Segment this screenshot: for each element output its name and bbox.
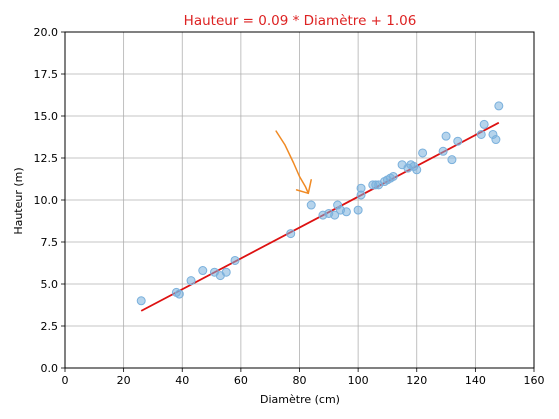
annotation-arrow-head: [295, 179, 312, 195]
data-point: [286, 229, 296, 239]
y-tick-label: 17.5: [34, 68, 59, 81]
y-tick-label: 12.5: [34, 152, 59, 165]
x-tick-label: 60: [234, 374, 248, 387]
y-tick-label: 20.0: [34, 26, 59, 39]
annotation-arrow-layer: [275, 130, 312, 195]
y-axis-label: Hauteur (m): [12, 167, 25, 234]
x-tick-label: 160: [524, 374, 545, 387]
data-point: [388, 171, 398, 181]
data-point: [306, 200, 316, 210]
y-tick-label: 7.5: [41, 236, 59, 249]
x-tick-label: 120: [406, 374, 427, 387]
x-tick-label: 0: [62, 374, 69, 387]
data-point: [186, 276, 196, 286]
data-point: [438, 146, 448, 156]
x-tick-label: 100: [348, 374, 369, 387]
data-point: [230, 255, 240, 265]
y-tick-label: 10.0: [34, 194, 59, 207]
annotation-arrow-shaft: [275, 130, 310, 195]
data-point: [341, 207, 351, 217]
x-tick-label: 80: [293, 374, 307, 387]
chart-title: Hauteur = 0.09 * Diamètre + 1.06: [184, 13, 417, 29]
data-point: [441, 131, 451, 141]
y-tick-label: 2.5: [41, 320, 59, 333]
y-tick-label: 0.0: [41, 362, 59, 375]
y-tick-label: 15.0: [34, 110, 59, 123]
data-point: [447, 155, 457, 165]
data-point: [174, 289, 184, 299]
data-point: [491, 135, 501, 145]
data-point: [353, 205, 363, 215]
data-point: [453, 136, 463, 146]
y-axis-ticks: 0.0 2.5 5.0 7.5 10.0 12.5 15.0 17.5 20.0: [34, 26, 65, 375]
data-point: [418, 148, 428, 158]
y-tick-label: 5.0: [41, 278, 59, 291]
data-point: [494, 101, 504, 111]
data-point: [198, 266, 208, 276]
data-point: [479, 119, 489, 129]
data-points: [136, 101, 504, 306]
grid: [64, 31, 535, 369]
data-point: [476, 129, 486, 139]
data-point: [221, 267, 231, 277]
data-point: [136, 296, 146, 306]
data-point: [412, 165, 422, 175]
x-tick-label: 20: [117, 374, 131, 387]
data-point: [356, 183, 366, 193]
x-axis-ticks: 0 20 40 60 80 100 120 140 160: [62, 368, 545, 387]
data-point: [330, 210, 340, 220]
x-axis-label: Diamètre (cm): [260, 393, 340, 406]
x-tick-label: 140: [465, 374, 486, 387]
x-tick-label: 40: [175, 374, 189, 387]
